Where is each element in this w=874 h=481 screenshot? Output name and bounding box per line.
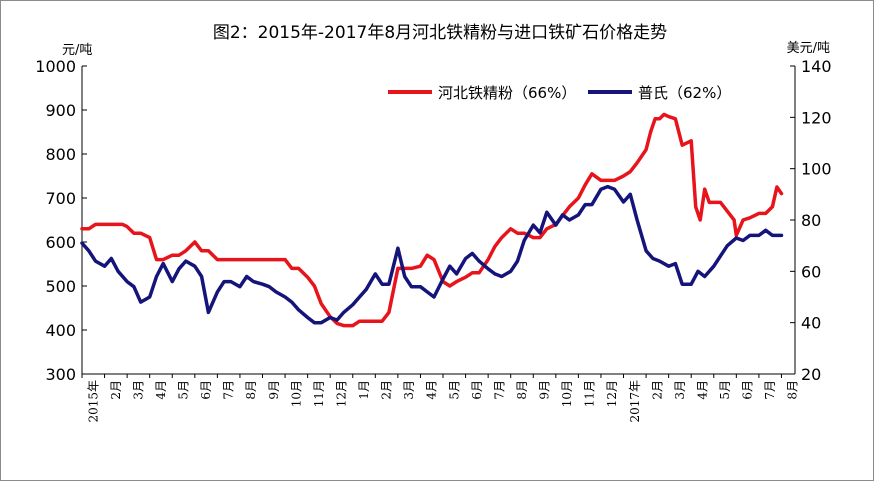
right-tick-label: 20 [801, 365, 821, 384]
right-tick-label: 80 [801, 211, 821, 230]
chart-title: 图2：2015年-2017年8月河北铁精粉与进口铁矿石价格走势 [213, 23, 667, 43]
x-tick-label: 3月 [131, 380, 145, 400]
x-tick-label: 4月 [154, 380, 168, 400]
legend-label-0: 河北铁精粉（66%） [438, 84, 576, 102]
left-tick-label: 900 [45, 101, 76, 120]
x-tick-label: 10月 [289, 380, 303, 407]
x-tick-label: 3月 [673, 380, 687, 400]
x-tick-label: 1月 [357, 380, 371, 400]
x-tick-label: 8月 [515, 380, 529, 400]
legend: 河北铁精粉（66%） 普氏（62%） [388, 84, 731, 102]
x-tick-label: 2月 [109, 380, 123, 400]
left-tick-label: 500 [45, 277, 76, 296]
right-tick-label: 140 [801, 57, 832, 76]
legend-label-1: 普氏（62%） [638, 84, 731, 102]
right-axis-unit-label: 美元/吨 [787, 41, 830, 56]
x-tick-label: 3月 [402, 380, 416, 400]
x-tick-label: 7月 [763, 380, 777, 400]
left-tick-label: 1000 [35, 57, 76, 76]
x-tick-label: 5月 [718, 380, 732, 400]
x-tick-label: 9月 [267, 380, 281, 400]
left-tick-label: 800 [45, 145, 76, 164]
left-tick-label: 600 [45, 233, 76, 252]
x-tick-label: 2015年 [86, 380, 100, 423]
axes: 300 400 500 600 700 800 900 1000 20 40 60 80 100 120 1… [35, 57, 831, 423]
x-tick-label: 8月 [786, 380, 800, 400]
x-tick-label: 2017年 [628, 380, 642, 423]
x-tick-label: 5月 [447, 380, 461, 400]
right-tick-label: 100 [801, 160, 832, 179]
x-tick-label: 2月 [650, 380, 664, 400]
x-tick-label: 6月 [741, 380, 755, 400]
left-axis-unit-label: 元/吨 [62, 43, 92, 58]
x-tick-label: 12月 [605, 380, 619, 407]
x-tick-label: 5月 [177, 380, 191, 400]
series-line-1 [80, 184, 784, 325]
left-tick-label: 700 [45, 189, 76, 208]
left-tick-label: 400 [45, 321, 76, 340]
right-tick-label: 60 [801, 262, 821, 281]
x-tick-label: 6月 [470, 380, 484, 400]
x-tick-label: 11月 [312, 380, 326, 407]
series-lines [80, 112, 784, 328]
x-tick-label: 12月 [334, 380, 348, 407]
x-tick-label: 4月 [425, 380, 439, 400]
x-tick-label: 6月 [199, 380, 213, 400]
x-tick-label: 7月 [222, 380, 236, 400]
x-tick-label: 8月 [244, 380, 258, 400]
x-tick-label: 10月 [560, 380, 574, 407]
x-tick-label: 2月 [380, 380, 394, 400]
x-tick-label: 4月 [695, 380, 709, 400]
x-tick-label: 9月 [538, 380, 552, 400]
right-tick-label: 40 [801, 314, 821, 333]
left-tick-label: 300 [45, 365, 76, 384]
series-line-0 [80, 112, 784, 328]
right-tick-label: 120 [801, 108, 832, 127]
x-tick-label: 11月 [583, 380, 597, 407]
x-tick-label: 7月 [492, 380, 506, 400]
